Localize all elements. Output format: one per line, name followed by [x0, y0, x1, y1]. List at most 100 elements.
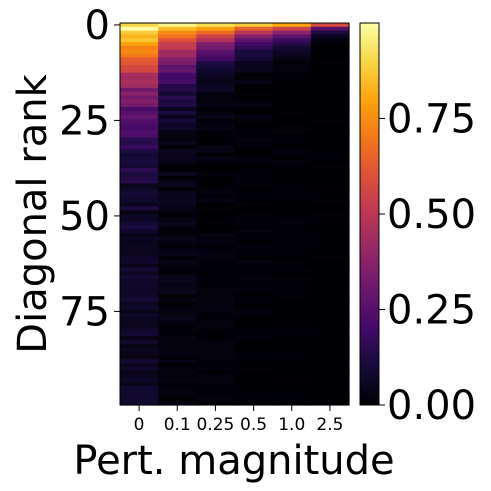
- heatmap-cell: [158, 72, 197, 78]
- heatmap-cell: [158, 248, 197, 253]
- heatmap-cell: [310, 320, 350, 326]
- heatmap-cell: [196, 99, 236, 104]
- heatmap-cell: [158, 126, 197, 131]
- heatmap-cell: [196, 320, 236, 326]
- heatmap-cell: [234, 347, 274, 353]
- heatmap-cell: [120, 320, 159, 326]
- heatmap-cell: [158, 317, 197, 322]
- y-tick-label: 25: [59, 98, 110, 144]
- heatmap-cell: [310, 164, 350, 169]
- heatmap-cell: [158, 233, 197, 238]
- heatmap-cell: [120, 347, 159, 353]
- heatmap-cell: [310, 313, 350, 318]
- heatmap-cell: [196, 378, 236, 383]
- heatmap-cell: [234, 217, 274, 223]
- heatmap-cell: [158, 366, 197, 372]
- heatmap-cell: [196, 290, 236, 295]
- heatmap-cell: [196, 217, 236, 223]
- heatmap-cell: [310, 129, 350, 135]
- heatmap-cell: [272, 183, 312, 188]
- heatmap-cell: [272, 370, 312, 376]
- heatmap-cell: [120, 389, 159, 395]
- heatmap-cell: [310, 328, 350, 334]
- heatmap-cell: [272, 313, 312, 318]
- heatmap-cell: [120, 278, 159, 284]
- heatmap-cell: [234, 366, 274, 372]
- heatmap-cell: [120, 141, 159, 146]
- heatmap-cell: [310, 160, 350, 165]
- heatmap-cell: [120, 30, 159, 36]
- heatmap-cell: [234, 126, 274, 131]
- heatmap-cell: [196, 152, 236, 158]
- heatmap-cell: [120, 378, 159, 383]
- heatmap-cell: [120, 397, 159, 402]
- heatmap-cell: [196, 141, 236, 146]
- heatmap-cell: [272, 49, 312, 55]
- heatmap-cell: [158, 221, 197, 227]
- heatmap-cell: [196, 366, 236, 372]
- heatmap-cell: [234, 95, 274, 100]
- heatmap-cell: [158, 168, 197, 173]
- heatmap-cell: [234, 99, 274, 104]
- heatmap-cell: [272, 282, 312, 288]
- heatmap-cell: [196, 202, 236, 207]
- heatmap-cell: [234, 351, 274, 356]
- heatmap-cell: [234, 168, 274, 173]
- heatmap-cell: [158, 217, 197, 223]
- heatmap-cell: [158, 374, 197, 379]
- heatmap-cell: [310, 378, 350, 383]
- heatmap-cell: [196, 278, 236, 284]
- heatmap-cell: [234, 164, 274, 169]
- heatmap-cell: [234, 179, 274, 185]
- heatmap-cell: [196, 336, 236, 341]
- heatmap-cell: [234, 87, 274, 93]
- heatmap-cell: [272, 42, 312, 47]
- heatmap-cell: [158, 49, 197, 55]
- heatmap-cell: [310, 103, 350, 108]
- heatmap-cell: [196, 160, 236, 165]
- heatmap-cell: [234, 385, 274, 391]
- heatmap-cell: [158, 340, 197, 345]
- heatmap-cell: [196, 317, 236, 322]
- heatmap-cell: [272, 389, 312, 395]
- heatmap-cell: [272, 26, 312, 32]
- heatmap-cell: [272, 248, 312, 253]
- heatmap-cell: [196, 248, 236, 253]
- heatmap-cell: [272, 305, 312, 311]
- heatmap-cell: [158, 38, 197, 43]
- heatmap-cell: [158, 141, 197, 146]
- heatmap-cell: [120, 156, 159, 162]
- heatmap-cell: [272, 267, 312, 272]
- heatmap-cell: [310, 385, 350, 391]
- heatmap-cell: [272, 290, 312, 295]
- heatmap-cell: [196, 370, 236, 376]
- heatmap-cell: [310, 282, 350, 288]
- heatmap-cell: [158, 236, 197, 242]
- heatmap-cell: [120, 42, 159, 47]
- heatmap-cell: [120, 370, 159, 376]
- heatmap-cell: [158, 103, 197, 108]
- heatmap-cell: [158, 156, 197, 162]
- heatmap-cell: [158, 183, 197, 188]
- heatmap-cell: [196, 328, 236, 334]
- heatmap-cell: [120, 49, 159, 55]
- heatmap-cell: [310, 110, 350, 116]
- heatmap-cell: [196, 206, 236, 211]
- heatmap-cell: [196, 42, 236, 47]
- heatmap-cell: [120, 137, 159, 143]
- heatmap-cell: [234, 137, 274, 143]
- heatmap-cell: [310, 179, 350, 185]
- heatmap-cell: [272, 160, 312, 165]
- heatmap-cell: [310, 91, 350, 97]
- heatmap-cell: [196, 233, 236, 238]
- heatmap-cell: [196, 191, 236, 196]
- heatmap-cell: [234, 45, 274, 51]
- heatmap-cell: [196, 214, 236, 219]
- heatmap-cell: [234, 133, 274, 139]
- heatmap-cell: [234, 286, 274, 291]
- heatmap-cell: [310, 45, 350, 51]
- heatmap-cell: [310, 84, 350, 89]
- heatmap-cell: [120, 324, 159, 330]
- heatmap-cell: [120, 26, 159, 32]
- heatmap-cell: [310, 351, 350, 356]
